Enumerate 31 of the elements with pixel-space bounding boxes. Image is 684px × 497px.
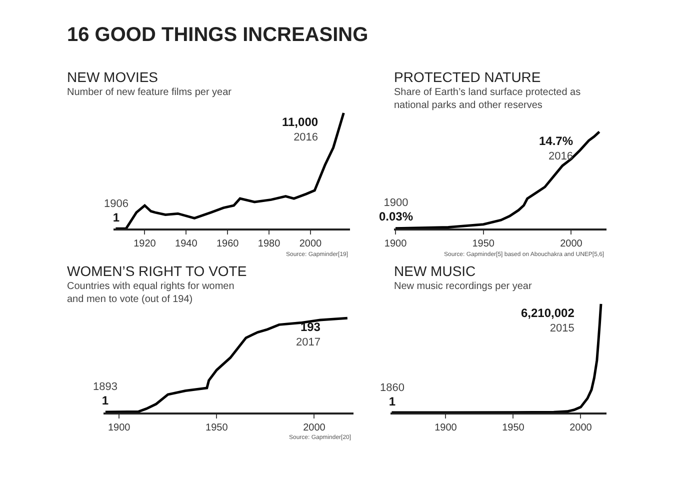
annotation: 1900 0.03%	[379, 197, 414, 224]
x-tick-label: 1980	[258, 238, 281, 250]
annotation: 1893 1	[93, 381, 118, 408]
x-tick-label: 1950	[502, 422, 525, 434]
text: 16 GOOD THINGS INCREASING	[67, 24, 368, 46]
x-tick-label: 1900	[384, 238, 408, 250]
chart-title: NEW MUSIC	[394, 263, 476, 279]
x-tick-label: 2000	[570, 422, 592, 434]
annotation: 1906 1	[104, 198, 128, 224]
x-tick-label: 2000	[560, 238, 583, 250]
x-tick-label: 1920	[134, 238, 156, 250]
x-tick-label: 1900	[108, 422, 131, 434]
chart-subtitle: Number of new feature films per year	[67, 87, 232, 98]
annotation: 1860 1	[380, 382, 404, 408]
x-tick-label: 2000	[299, 238, 322, 250]
annotation: 193 2017	[296, 320, 321, 348]
annotation: 6,210,002 2015	[521, 306, 575, 334]
chart-subtitle: New music recordings per year	[394, 281, 532, 292]
chart-title: PROTECTED NATURE	[394, 69, 541, 85]
chart-title: NEW MOVIES	[67, 69, 158, 85]
x-tick-label: 1950	[472, 238, 495, 250]
annotation: 11,000 2016	[282, 115, 318, 144]
x-tick-label: 1900	[434, 422, 458, 434]
x-tick-label: 2000	[303, 422, 326, 434]
chart-title: WOMEN’S RIGHT TO VOTE	[67, 263, 247, 279]
x-tick-label: 1940	[175, 238, 198, 250]
chart-subtitle: Share of Earth’s land surface protected as national parks and other reserves	[394, 87, 581, 111]
chart-subtitle: Countries with equal rights for women and men to vote (out of 194)	[67, 281, 234, 305]
x-tick-label: 1950	[206, 422, 228, 434]
annotation: 14.7% 2016	[539, 134, 574, 162]
x-tick-label: 1960	[216, 238, 240, 250]
